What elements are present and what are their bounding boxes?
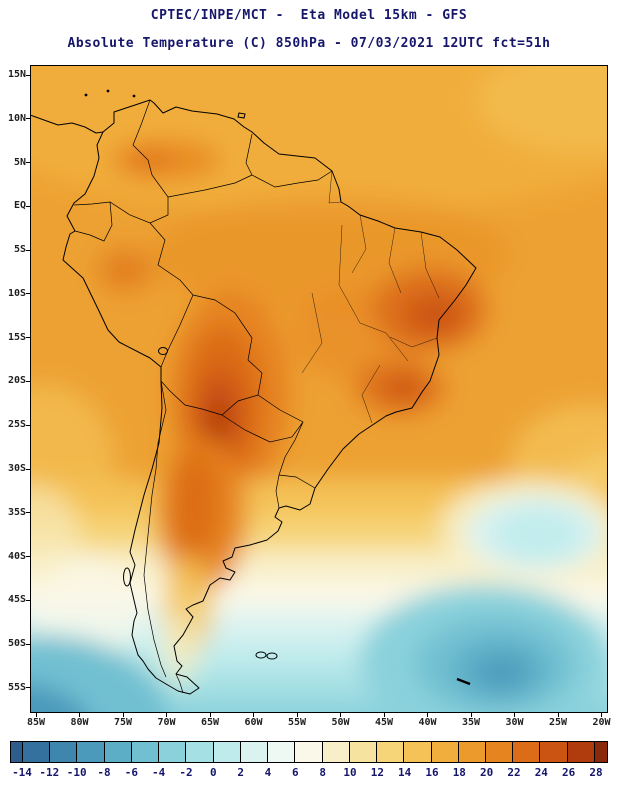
colorbar-cell bbox=[295, 742, 323, 762]
colorbar-cell bbox=[377, 742, 405, 762]
lon-tick bbox=[601, 713, 602, 717]
colorbar-tick-label: 16 bbox=[425, 766, 439, 779]
colorbar-tick-label: -12 bbox=[39, 766, 60, 779]
lon-label: 25W bbox=[548, 717, 568, 728]
lon-label: 30W bbox=[505, 717, 524, 728]
colorbar-tick-label: -10 bbox=[66, 766, 87, 779]
lon-tick bbox=[427, 713, 428, 717]
colorbar-tick-label: 0 bbox=[210, 766, 217, 779]
colorbar-cell bbox=[50, 742, 78, 762]
lon-label: 80W bbox=[70, 717, 89, 728]
lon-label: 50W bbox=[331, 717, 350, 728]
colorbar-cell bbox=[567, 742, 595, 762]
lat-label: EQ bbox=[13, 200, 26, 212]
lat-label: 15N bbox=[7, 69, 26, 80]
lat-label: 45S bbox=[7, 594, 26, 606]
lat-label: 25S bbox=[7, 419, 26, 431]
lat-label: 5S bbox=[13, 244, 26, 256]
colorbar-tick-label: 4 bbox=[264, 766, 272, 779]
colorbar-cell bbox=[513, 742, 541, 762]
lon-tick bbox=[514, 713, 515, 717]
colorbar-cell bbox=[594, 742, 607, 762]
lon-label: 55W bbox=[287, 717, 307, 728]
colorbar-tick-label: 22 bbox=[507, 766, 521, 779]
chart-title-line2: Absolute Temperature (C) 850hPa - 07/03/… bbox=[67, 36, 551, 51]
lat-label: 55S bbox=[7, 681, 26, 693]
lon-label: 60W bbox=[244, 717, 263, 728]
lon-tick bbox=[79, 713, 80, 717]
colorbar-cell bbox=[268, 742, 296, 762]
colorbar-tick-label: -2 bbox=[179, 766, 193, 779]
colorbar-cell bbox=[11, 742, 23, 762]
colorbar-cell bbox=[77, 742, 105, 762]
colorbar-cell bbox=[23, 742, 51, 762]
lon-tick bbox=[166, 713, 167, 717]
colorbar-cell bbox=[540, 742, 568, 762]
chart-title-line1: CPTEC/INPE/MCT - Eta Model 15km - GFS bbox=[150, 8, 468, 23]
lon-tick bbox=[470, 713, 472, 717]
lat-label: 10S bbox=[7, 287, 26, 299]
lat-label: 40S bbox=[7, 550, 26, 562]
lon-tick bbox=[35, 713, 37, 717]
lon-tick bbox=[340, 713, 341, 717]
islands bbox=[84, 89, 471, 686]
colorbar-cell bbox=[322, 742, 350, 762]
lon-label: 40W bbox=[418, 717, 437, 728]
lon-tick bbox=[122, 713, 124, 717]
map-frame-border bbox=[30, 65, 608, 713]
lat-label: 30S bbox=[7, 463, 26, 475]
lat-label: 15S bbox=[7, 331, 26, 343]
colorbar-tick-label: 10 bbox=[343, 766, 357, 779]
lon-tick bbox=[209, 713, 211, 717]
colorbar-cell bbox=[104, 742, 132, 762]
colorbar-tick-label: -4 bbox=[152, 766, 166, 779]
temperature-field bbox=[30, 65, 608, 713]
map-area bbox=[30, 65, 608, 713]
colorbar-cell bbox=[431, 742, 459, 762]
colorbar-tick-label: 2 bbox=[237, 766, 244, 779]
lon-tick bbox=[296, 713, 298, 717]
lon-tick bbox=[253, 713, 254, 717]
colorbar-tick-label: 24 bbox=[534, 766, 548, 779]
colorbar-tick-label: 28 bbox=[589, 766, 603, 779]
colorbar-cell bbox=[213, 742, 241, 762]
lon-tick bbox=[383, 713, 385, 717]
colorbar-tick-label: 14 bbox=[398, 766, 412, 779]
colorbar-cell bbox=[131, 742, 160, 762]
lat-label: 5N bbox=[13, 156, 26, 168]
country-borders bbox=[73, 99, 333, 694]
lon-label: 35W bbox=[461, 717, 481, 728]
lon-label: 65W bbox=[200, 717, 220, 728]
coastline bbox=[30, 99, 477, 695]
colorbar-tick-label: 6 bbox=[292, 766, 299, 779]
state-borders bbox=[301, 170, 440, 424]
lat-label: 35S bbox=[7, 506, 26, 518]
colorbar-tick-label: -8 bbox=[97, 766, 111, 779]
colorbar-tick-label: 20 bbox=[480, 766, 494, 779]
lon-label: 85W bbox=[26, 717, 46, 728]
colorbar-tick-label: 18 bbox=[452, 766, 466, 779]
colorbar-tick-label: -14 bbox=[12, 766, 32, 779]
lon-label: 75W bbox=[113, 717, 133, 728]
colorbar-cell bbox=[159, 742, 187, 762]
colorbar-tick-label: 12 bbox=[370, 766, 384, 779]
colorbar-cell bbox=[404, 742, 432, 762]
colorbar bbox=[10, 741, 608, 763]
lon-tick bbox=[557, 713, 559, 717]
colorbar-cell bbox=[349, 742, 378, 762]
colorbar-cell bbox=[186, 742, 214, 762]
lon-label: 20W bbox=[592, 717, 611, 728]
colorbar-cell bbox=[485, 742, 514, 762]
colorbar-cell bbox=[458, 742, 486, 762]
map-svg bbox=[30, 65, 608, 713]
lat-label: 50S bbox=[7, 638, 26, 650]
lat-label: 10N bbox=[7, 112, 26, 124]
lat-label: 20S bbox=[7, 375, 26, 387]
colorbar-tick-label: 8 bbox=[319, 766, 326, 779]
colorbar-tick-label: 26 bbox=[562, 766, 576, 779]
lon-label: 70W bbox=[157, 717, 176, 728]
lon-label: 45W bbox=[374, 717, 394, 728]
colorbar-tick-label: -6 bbox=[124, 766, 138, 779]
colorbar-cell bbox=[240, 742, 269, 762]
